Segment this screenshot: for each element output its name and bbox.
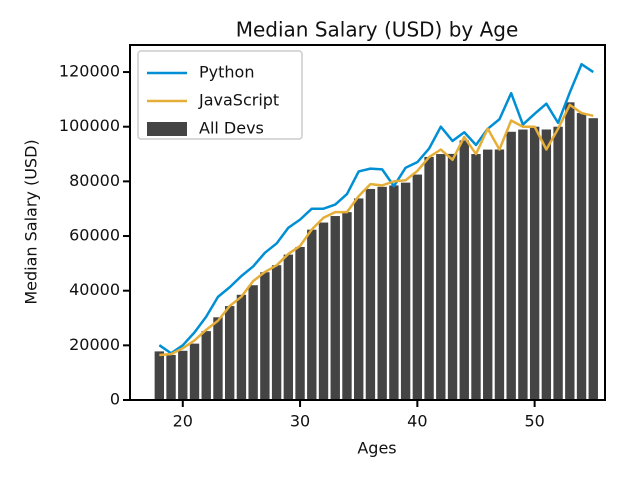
bar [318,222,329,400]
axes-frame [129,44,606,401]
bar [271,265,282,400]
legend-label: Python [199,63,254,82]
bar [330,216,340,400]
bar [518,129,528,400]
bar [529,126,540,400]
x-tick-label: 20 [173,412,193,431]
legend-label: JavaScript [198,91,279,110]
bar [459,140,469,401]
bar [400,182,411,400]
bar [189,343,200,400]
bar [178,350,188,400]
chart-title: Median Salary (USD) by Age [236,18,519,42]
legend-label: All Devs [199,119,264,138]
bar [365,188,376,400]
y-tick-label: 20000 [69,335,120,354]
bar [412,174,423,400]
bar [248,285,258,400]
bar [483,149,493,400]
bar [295,246,305,400]
bar [588,118,598,401]
bar [377,186,387,400]
y-tick-label: 0 [110,390,120,409]
bar [424,156,434,400]
y-tick-label: 60000 [69,226,120,245]
bar [436,154,446,400]
bar [565,102,575,400]
line [158,62,594,355]
bar [213,317,223,400]
bar [201,331,211,400]
bar [236,294,247,400]
legend-swatch [147,122,187,136]
bar [553,126,563,400]
bar [166,354,176,400]
bar [225,306,235,400]
bar [506,131,516,400]
y-tick-label: 40000 [69,280,120,299]
bar [283,254,294,400]
bar [471,154,481,400]
x-tick-label: 30 [290,412,310,431]
y-axis-label: Median Salary (USD) [22,139,41,304]
y-tick-label: 100000 [59,116,120,135]
bar [494,149,505,400]
y-tick-label: 80000 [69,171,120,190]
x-tick-label: 50 [524,412,544,431]
bar [154,351,165,400]
x-axis-label: Ages [357,439,396,458]
bar [307,229,317,400]
bar [342,212,352,400]
bar [576,113,587,401]
bar [541,129,552,400]
bar [447,153,458,400]
bar [389,185,399,400]
bar [260,272,270,400]
x-tick-label: 40 [407,412,427,431]
line [159,103,594,357]
y-tick-label: 120000 [59,62,120,81]
bar [354,198,364,400]
